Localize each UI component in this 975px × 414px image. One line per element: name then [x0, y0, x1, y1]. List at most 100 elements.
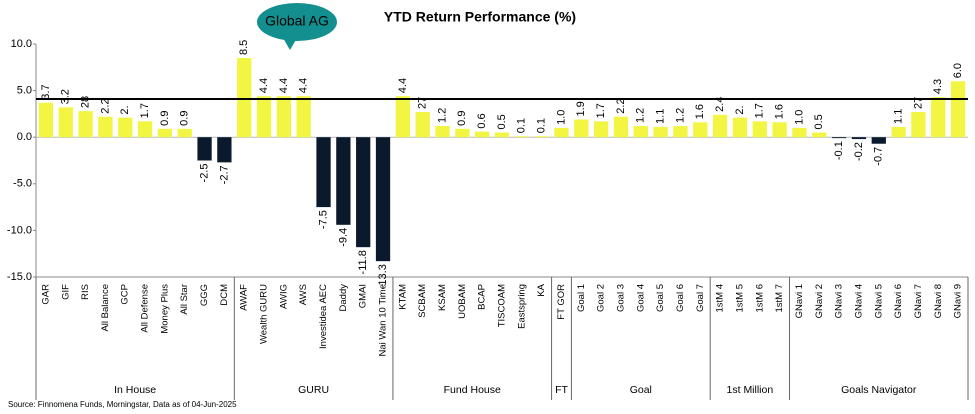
x-tick-label: 1stM 6 [754, 284, 765, 313]
value-label: 1.7 [595, 103, 607, 118]
value-label: 28 [79, 96, 91, 108]
x-tick-label: Daddy [338, 284, 349, 312]
bar [58, 107, 73, 138]
x-tick-label: GNavi 5 [873, 284, 884, 318]
value-label: -9.4 [337, 228, 349, 247]
x-tick-label: Goal 6 [675, 284, 686, 312]
group-label: Goals Navigator [841, 384, 917, 396]
bar [197, 137, 212, 161]
x-tick-label: Goal 1 [576, 284, 587, 312]
x-tick-label: All Defense [140, 284, 151, 333]
bar [137, 121, 153, 138]
bar [831, 137, 847, 139]
value-label: 6.0 [952, 63, 964, 78]
value-label: 3.7 [40, 84, 52, 99]
x-tick-label: GNavi 3 [834, 284, 845, 318]
x-tick-label: GMAI [358, 284, 369, 308]
x-tick-label: BCAP [477, 284, 488, 310]
bar [316, 137, 331, 208]
callout: Global AG [257, 3, 337, 50]
x-tick-label: 1stM 7 [774, 284, 785, 313]
x-tick-label: AWIG [278, 284, 289, 309]
bar [594, 121, 609, 138]
bar [851, 137, 867, 140]
bar [653, 126, 668, 138]
bar [891, 126, 906, 138]
x-tick-label: GGG [199, 284, 210, 306]
callout-tail [283, 38, 297, 50]
value-label: 8.5 [238, 40, 250, 55]
bar [554, 127, 569, 138]
group-label: GURU [298, 384, 329, 396]
value-label: 0.9 [179, 111, 191, 126]
x-tick-label: AWS [298, 284, 309, 305]
bar [375, 137, 391, 262]
bar [256, 96, 272, 138]
callout-text: Global AG [265, 13, 329, 29]
group-label: FT [555, 384, 568, 396]
value-label: -13.3 [377, 264, 389, 289]
value-label: 2.2 [99, 98, 111, 113]
x-tick-label: GNavi 4 [853, 284, 864, 318]
x-tick-label: Goal 4 [635, 284, 646, 312]
bar [415, 112, 430, 138]
value-label: 1.2 [674, 108, 686, 123]
bar [752, 121, 767, 138]
bar [950, 81, 966, 138]
x-tick-label: GAR [40, 284, 51, 305]
value-label: 1.6 [694, 104, 706, 119]
bar [812, 132, 827, 138]
bar [911, 112, 926, 138]
value-label: 1.7 [754, 103, 766, 118]
bar [712, 114, 728, 138]
x-tick-label: RIS [80, 284, 91, 300]
y-tick-label: -10.0 [7, 224, 32, 236]
x-tick-label: GNavi 1 [794, 284, 805, 318]
value-label: 4.4 [397, 78, 409, 93]
bar [455, 128, 470, 138]
x-tick-label: Goal 2 [596, 284, 607, 312]
bar [931, 97, 946, 138]
group-label: 1st Million [727, 384, 774, 396]
x-tick-label: Wealth GURU [259, 284, 270, 344]
bar [534, 136, 549, 138]
bar [792, 127, 807, 138]
value-label: 4.4 [298, 78, 310, 93]
bar [237, 57, 252, 138]
y-tick-label: 10.0 [11, 38, 32, 50]
bar [217, 137, 232, 163]
x-tick-label: 1stM 4 [715, 284, 726, 313]
bar [78, 111, 93, 138]
value-label: 0.5 [496, 114, 508, 129]
value-label: 2. [734, 105, 746, 114]
bar [296, 96, 311, 138]
value-label: -0.1 [833, 141, 845, 160]
bar [356, 137, 371, 248]
value-label: 2.4 [714, 97, 726, 112]
bar [613, 116, 629, 138]
x-tick-label: Investidea AEC [318, 284, 329, 349]
value-label: 3.2 [60, 89, 72, 104]
bar [395, 96, 410, 138]
bar [38, 102, 54, 138]
value-label: 0.9 [159, 111, 171, 126]
x-tick-label: GNavi 8 [933, 284, 944, 318]
y-tick-label: 5.0 [17, 85, 32, 97]
group-label: In House [114, 384, 156, 396]
bar [98, 116, 113, 138]
value-label: 4.4 [278, 78, 290, 93]
x-tick-label: AWAF [239, 284, 250, 311]
value-label: 1.2 [635, 108, 647, 123]
x-tick-label: GCP [120, 284, 131, 305]
value-label: -0.2 [853, 142, 865, 161]
x-tick-label: GIF [60, 284, 71, 300]
x-tick-label: GNavi 6 [893, 284, 904, 318]
value-label: 2.2 [615, 98, 627, 113]
bar [633, 126, 648, 138]
bar [673, 126, 688, 138]
bar [336, 137, 351, 225]
chart-title: YTD Return Performance (%) [384, 9, 576, 25]
source-note: Source: Finnomena Funds, Morningstar, Da… [8, 400, 237, 409]
bar [118, 117, 133, 138]
